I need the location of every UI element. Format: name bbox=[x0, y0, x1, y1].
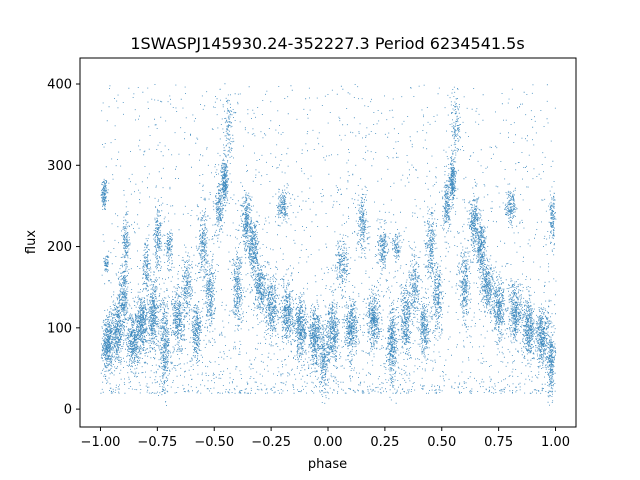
y-tick-label: 200 bbox=[47, 240, 72, 255]
x-tick-label: −0.25 bbox=[251, 435, 291, 450]
x-tick-label: 0.00 bbox=[314, 435, 343, 450]
x-tick-label: 0.75 bbox=[484, 435, 513, 450]
y-axis-label: flux bbox=[24, 230, 39, 254]
x-tick-label: 0.25 bbox=[370, 435, 399, 450]
plot-frame bbox=[79, 57, 577, 428]
data-points bbox=[100, 83, 557, 407]
y-tick-label: 100 bbox=[47, 321, 72, 336]
scatter-points bbox=[100, 83, 557, 407]
x-tick-label: −0.50 bbox=[194, 435, 234, 450]
y-tick-label: 300 bbox=[47, 159, 72, 174]
chart-title: 1SWASPJ145930.24-352227.3 Period 6234541… bbox=[130, 34, 524, 53]
y-tick-label: 0 bbox=[64, 403, 72, 418]
x-tick-label: 1.00 bbox=[541, 435, 570, 450]
x-axis: −1.00 −0.75 −0.50 −0.25 0.00 0.25 0.50 0.75 1.00 bbox=[81, 427, 570, 450]
x-axis-label: phase bbox=[308, 457, 347, 472]
y-axis: 0 100 200 300 400 bbox=[47, 78, 80, 418]
x-tick-label: 0.50 bbox=[427, 435, 456, 450]
x-tick-label: −1.00 bbox=[81, 435, 121, 450]
x-tick-label: −0.75 bbox=[137, 435, 177, 450]
y-tick-label: 400 bbox=[47, 78, 72, 93]
